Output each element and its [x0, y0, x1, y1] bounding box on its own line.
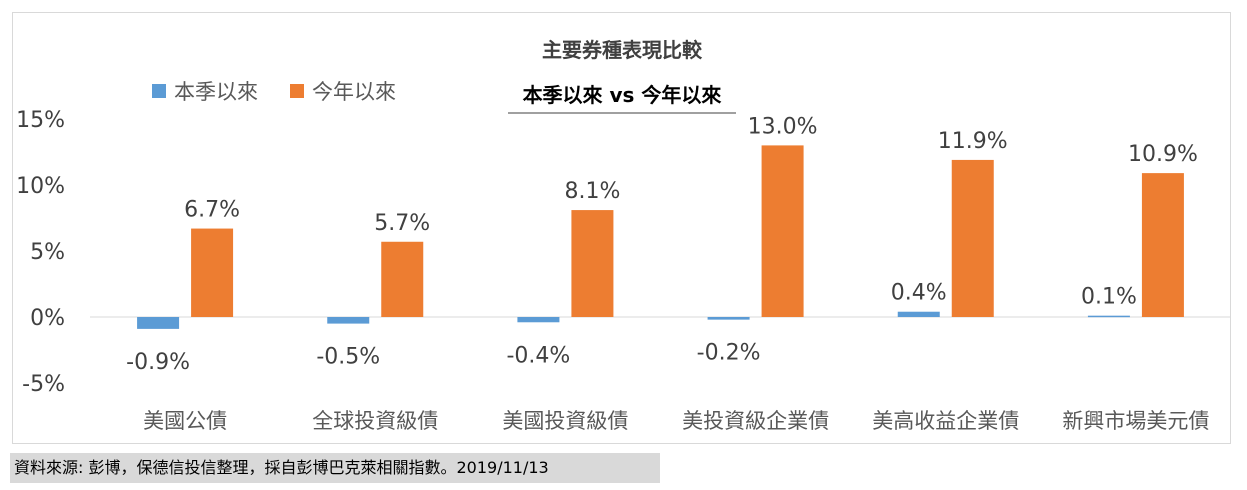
data-label: -0.5%	[316, 345, 380, 370]
chart-frame	[12, 12, 1231, 444]
data-label: -0.4%	[506, 343, 570, 368]
bar-ytd	[1141, 173, 1184, 317]
chart-subtitle: 本季以來 vs 今年以來	[523, 83, 722, 107]
bar-qtd	[707, 317, 750, 320]
y-axis: 15% 10% 5% 0% -5%	[16, 108, 65, 397]
x-tick-label: 美高收益企業債	[872, 409, 1019, 433]
legend: 本季以來 今年以來	[152, 80, 396, 104]
y-tick-label: 5%	[30, 240, 65, 265]
bar-ytd	[571, 210, 614, 317]
x-tick-label: 全球投資級債	[312, 409, 438, 433]
source-note: 資料來源: 彭博，保德信投信整理，採自彭博巴克萊相關指數。2019/11/13	[10, 453, 660, 483]
bar-ytd	[761, 145, 804, 317]
legend-label-ytd: 今年以來	[312, 80, 396, 104]
x-tick-label: 新興市場美元債	[1062, 409, 1209, 433]
bar-qtd	[897, 311, 940, 317]
y-tick-label: 10%	[16, 174, 65, 199]
bar-ytd	[951, 159, 994, 317]
bar-chart: 主要券種表現比較 本季以來 vs 今年以來 本季以來 今年以來 15% 10% 5%…	[16, 38, 1231, 433]
y-tick-label: -5%	[22, 372, 65, 397]
data-label: 0.4%	[891, 281, 947, 306]
bar-qtd	[327, 317, 370, 324]
data-label: -0.2%	[697, 341, 761, 366]
legend-swatch-ytd	[290, 84, 304, 98]
bar-ytd	[191, 228, 234, 317]
legend-swatch-qtd	[152, 84, 166, 98]
data-label: 13.0%	[748, 114, 818, 139]
data-label: 8.1%	[564, 179, 620, 204]
chart-title: 主要券種表現比較	[542, 38, 703, 62]
data-label: 6.7%	[184, 198, 240, 223]
bars: -0.9% 6.7% -0.5% 5.7% -0.4% 8.1% -0.2% 13.0% 0.4…	[126, 114, 1198, 374]
bar-qtd	[517, 317, 560, 323]
data-label: 11.9%	[938, 129, 1008, 154]
x-axis: 美國公債 全球投資級債 美國投資級債 美投資級企業債 美高收益企業債 新興市場美元債	[143, 409, 1209, 433]
y-tick-label: 15%	[16, 108, 65, 133]
x-tick-label: 美國公債	[143, 409, 227, 433]
bar-qtd	[137, 317, 180, 329]
bar-ytd	[381, 241, 424, 317]
data-label: 10.9%	[1128, 142, 1198, 167]
bar-qtd	[1087, 315, 1130, 318]
data-label: -0.9%	[126, 350, 190, 375]
data-label: 5.7%	[374, 211, 430, 236]
data-label: 0.1%	[1081, 285, 1137, 310]
x-tick-label: 美國投資級債	[502, 409, 628, 433]
x-tick-label: 美投資級企業債	[682, 409, 829, 433]
y-tick-label: 0%	[30, 306, 65, 331]
legend-label-qtd: 本季以來	[174, 80, 258, 104]
